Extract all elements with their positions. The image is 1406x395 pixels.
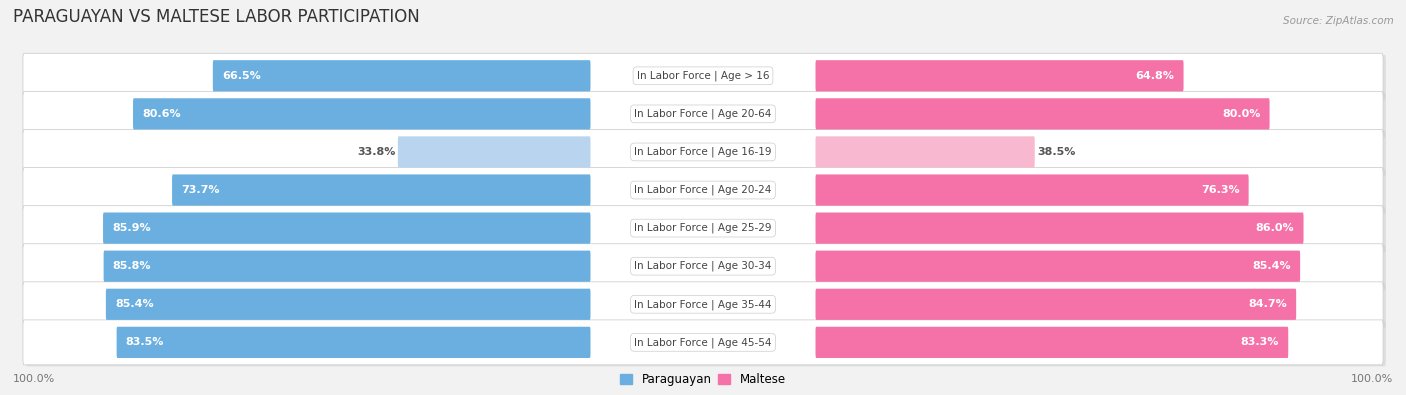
FancyBboxPatch shape <box>25 207 1386 252</box>
FancyBboxPatch shape <box>22 244 1384 289</box>
Text: 83.5%: 83.5% <box>125 337 165 347</box>
FancyBboxPatch shape <box>105 289 591 320</box>
FancyBboxPatch shape <box>22 130 1384 175</box>
Text: 85.8%: 85.8% <box>112 261 152 271</box>
Text: 38.5%: 38.5% <box>1036 147 1076 157</box>
Text: 73.7%: 73.7% <box>181 185 219 195</box>
FancyBboxPatch shape <box>212 60 591 91</box>
Text: In Labor Force | Age 20-64: In Labor Force | Age 20-64 <box>634 109 772 119</box>
FancyBboxPatch shape <box>22 53 1384 98</box>
FancyBboxPatch shape <box>25 169 1386 214</box>
Text: In Labor Force | Age > 16: In Labor Force | Age > 16 <box>637 71 769 81</box>
FancyBboxPatch shape <box>22 167 1384 213</box>
FancyBboxPatch shape <box>172 175 591 206</box>
Legend: Paraguayan, Maltese: Paraguayan, Maltese <box>620 373 786 386</box>
Text: In Labor Force | Age 20-24: In Labor Force | Age 20-24 <box>634 185 772 195</box>
FancyBboxPatch shape <box>117 327 591 358</box>
Text: Source: ZipAtlas.com: Source: ZipAtlas.com <box>1282 16 1393 26</box>
FancyBboxPatch shape <box>815 213 1303 244</box>
Text: 80.0%: 80.0% <box>1222 109 1260 119</box>
Text: 85.9%: 85.9% <box>112 223 150 233</box>
Text: PARAGUAYAN VS MALTESE LABOR PARTICIPATION: PARAGUAYAN VS MALTESE LABOR PARTICIPATIO… <box>13 8 419 26</box>
Text: 76.3%: 76.3% <box>1201 185 1240 195</box>
Text: In Labor Force | Age 35-44: In Labor Force | Age 35-44 <box>634 299 772 310</box>
Text: In Labor Force | Age 30-34: In Labor Force | Age 30-34 <box>634 261 772 271</box>
FancyBboxPatch shape <box>815 98 1270 130</box>
FancyBboxPatch shape <box>815 136 1035 167</box>
FancyBboxPatch shape <box>815 250 1301 282</box>
FancyBboxPatch shape <box>815 289 1296 320</box>
FancyBboxPatch shape <box>22 206 1384 250</box>
Text: 33.8%: 33.8% <box>357 147 395 157</box>
FancyBboxPatch shape <box>104 250 591 282</box>
FancyBboxPatch shape <box>22 91 1384 136</box>
Text: 85.4%: 85.4% <box>1253 261 1291 271</box>
FancyBboxPatch shape <box>25 322 1386 366</box>
FancyBboxPatch shape <box>815 60 1184 91</box>
FancyBboxPatch shape <box>25 245 1386 290</box>
FancyBboxPatch shape <box>815 327 1288 358</box>
Text: 84.7%: 84.7% <box>1249 299 1286 309</box>
FancyBboxPatch shape <box>134 98 591 130</box>
Text: 80.6%: 80.6% <box>142 109 181 119</box>
FancyBboxPatch shape <box>815 175 1249 206</box>
Text: In Labor Force | Age 16-19: In Labor Force | Age 16-19 <box>634 147 772 157</box>
Text: 83.3%: 83.3% <box>1240 337 1279 347</box>
FancyBboxPatch shape <box>22 282 1384 327</box>
Text: In Labor Force | Age 25-29: In Labor Force | Age 25-29 <box>634 223 772 233</box>
Text: 85.4%: 85.4% <box>115 299 153 309</box>
FancyBboxPatch shape <box>25 55 1386 100</box>
Text: 86.0%: 86.0% <box>1256 223 1295 233</box>
Text: 64.8%: 64.8% <box>1136 71 1174 81</box>
FancyBboxPatch shape <box>22 320 1384 365</box>
FancyBboxPatch shape <box>398 136 591 167</box>
FancyBboxPatch shape <box>25 283 1386 328</box>
Text: 100.0%: 100.0% <box>13 374 55 384</box>
Text: In Labor Force | Age 45-54: In Labor Force | Age 45-54 <box>634 337 772 348</box>
FancyBboxPatch shape <box>25 131 1386 176</box>
Text: 100.0%: 100.0% <box>1351 374 1393 384</box>
Text: 66.5%: 66.5% <box>222 71 260 81</box>
FancyBboxPatch shape <box>103 213 591 244</box>
FancyBboxPatch shape <box>25 93 1386 138</box>
